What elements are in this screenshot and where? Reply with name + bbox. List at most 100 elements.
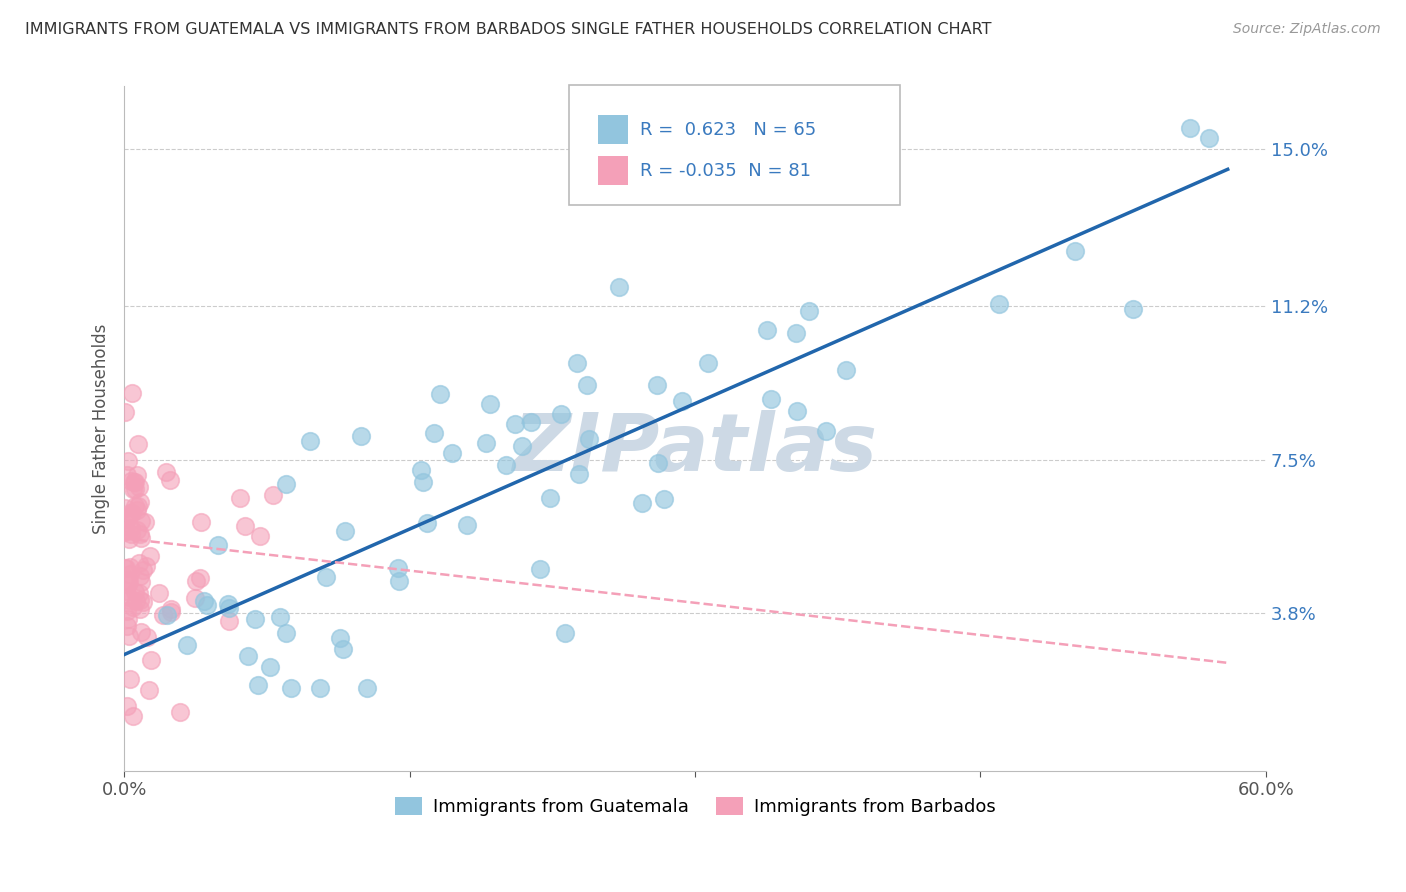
Y-axis label: Single Father Households: Single Father Households <box>93 323 110 533</box>
Point <box>495 458 517 472</box>
Point <box>475 436 498 450</box>
Point <box>988 297 1011 311</box>
Point <box>411 463 433 477</box>
Point <box>217 597 239 611</box>
Point <box>246 678 269 692</box>
Point <box>647 457 669 471</box>
Point <box>159 473 181 487</box>
Point <box>128 557 150 571</box>
Point <box>134 516 156 530</box>
Point <box>114 561 136 575</box>
Point <box>1178 120 1201 135</box>
Point <box>125 523 148 537</box>
Point <box>510 439 533 453</box>
Point <box>280 681 302 695</box>
Point <box>229 491 252 505</box>
Point <box>576 378 599 392</box>
Point <box>538 491 561 506</box>
Point <box>233 518 256 533</box>
Point <box>607 280 630 294</box>
Point <box>550 407 572 421</box>
Point <box>155 465 177 479</box>
Point <box>332 642 354 657</box>
Point <box>797 304 820 318</box>
Point <box>152 608 174 623</box>
Point <box>188 571 211 585</box>
Point <box>118 629 141 643</box>
Point <box>269 609 291 624</box>
Point <box>118 590 141 604</box>
Point <box>671 393 693 408</box>
Point <box>529 561 551 575</box>
Point <box>176 638 198 652</box>
Point <box>440 446 463 460</box>
Point <box>120 520 142 534</box>
Point <box>207 538 229 552</box>
Point <box>128 586 150 600</box>
Point <box>503 417 526 431</box>
Point <box>456 517 478 532</box>
Point <box>647 378 669 392</box>
Text: IMMIGRANTS FROM GUATEMALA VS IMMIGRANTS FROM BARBADOS SINGLE FATHER HOUSEHOLDS C: IMMIGRANTS FROM GUATEMALA VS IMMIGRANTS … <box>25 22 991 37</box>
Point <box>117 612 139 626</box>
Point <box>139 549 162 563</box>
Point <box>114 500 136 515</box>
Point <box>138 682 160 697</box>
Point <box>159 605 181 619</box>
Point <box>118 593 141 607</box>
Point <box>169 705 191 719</box>
Point <box>118 566 141 581</box>
Point <box>786 404 808 418</box>
Point <box>697 356 720 370</box>
Point <box>115 699 138 714</box>
Point <box>565 356 588 370</box>
Point <box>121 506 143 520</box>
Point <box>262 488 284 502</box>
Point <box>115 468 138 483</box>
Point <box>243 612 266 626</box>
Point <box>117 509 139 524</box>
Point <box>117 575 139 590</box>
Point <box>117 604 139 618</box>
Point <box>115 619 138 633</box>
Point <box>148 586 170 600</box>
Point <box>135 630 157 644</box>
Point <box>115 512 138 526</box>
Point <box>333 524 356 538</box>
Point <box>124 499 146 513</box>
Point <box>139 652 162 666</box>
Point <box>122 475 145 490</box>
Point <box>1064 244 1087 259</box>
Point <box>193 594 215 608</box>
Point <box>131 514 153 528</box>
Text: Source: ZipAtlas.com: Source: ZipAtlas.com <box>1233 22 1381 37</box>
Point <box>184 591 207 606</box>
Text: ZIPatlas: ZIPatlas <box>512 410 877 488</box>
Point <box>124 585 146 599</box>
Point <box>236 649 259 664</box>
Point <box>759 392 782 406</box>
Point <box>135 559 157 574</box>
Text: R = -0.035  N = 81: R = -0.035 N = 81 <box>640 161 811 179</box>
Point <box>412 475 434 489</box>
Point <box>129 526 152 541</box>
Point <box>131 531 153 545</box>
Point <box>309 681 332 695</box>
Point <box>429 387 451 401</box>
Point <box>131 594 153 608</box>
Point <box>125 594 148 608</box>
Point <box>132 563 155 577</box>
Point <box>568 467 591 481</box>
Point <box>756 323 779 337</box>
Legend: Immigrants from Guatemala, Immigrants from Barbados: Immigrants from Guatemala, Immigrants fr… <box>388 789 1002 823</box>
Point <box>520 415 543 429</box>
Point <box>814 424 837 438</box>
Point <box>117 573 139 587</box>
Point <box>128 495 150 509</box>
Point <box>122 482 145 496</box>
Point <box>156 608 179 623</box>
Point <box>120 559 142 574</box>
Point <box>315 570 337 584</box>
Point <box>124 475 146 490</box>
Point <box>186 574 208 588</box>
